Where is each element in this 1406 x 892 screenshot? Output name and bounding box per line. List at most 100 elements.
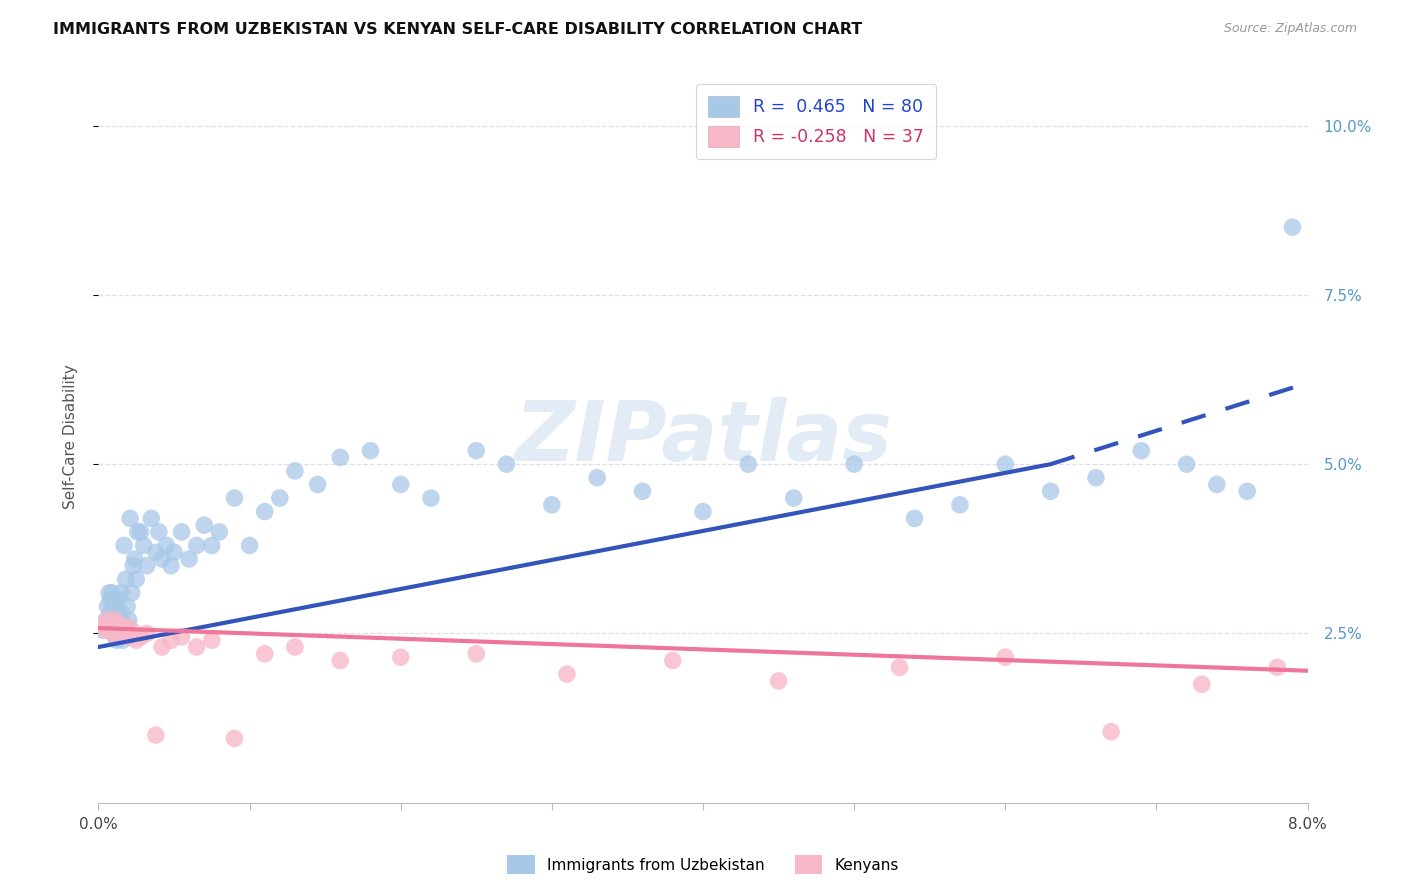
Point (148, 524, 170, 539)
Point (1099, 724, 1122, 739)
Point (586, 471, 609, 485)
Point (129, 630, 152, 644)
Point (104, 613, 127, 627)
Point (224, 491, 246, 505)
Point (737, 457, 759, 471)
Point (107, 592, 129, 607)
Point (98, 586, 121, 600)
Point (91, 623, 114, 637)
Point (122, 558, 145, 573)
Point (96, 599, 118, 614)
Point (1267, 660, 1289, 674)
Point (135, 626, 157, 640)
Point (844, 457, 866, 471)
Point (96, 613, 118, 627)
Point (170, 524, 193, 539)
Point (110, 586, 132, 600)
Point (1281, 220, 1303, 235)
Point (284, 464, 307, 478)
Point (108, 613, 131, 627)
Point (118, 630, 141, 644)
Point (1236, 484, 1258, 499)
Point (495, 457, 517, 471)
Point (101, 620, 124, 634)
Point (110, 620, 132, 634)
Point (239, 538, 262, 552)
Legend: R =  0.465   N = 80, R = -0.258   N = 37: R = 0.465 N = 80, R = -0.258 N = 37 (696, 84, 936, 159)
Point (124, 552, 146, 566)
Point (1085, 471, 1108, 485)
Point (120, 511, 142, 525)
Point (465, 647, 488, 661)
Point (1175, 457, 1198, 471)
Point (768, 673, 790, 688)
Point (100, 592, 122, 607)
Point (160, 558, 183, 573)
Point (208, 524, 231, 539)
Point (141, 511, 163, 525)
Point (1191, 677, 1213, 691)
Point (114, 620, 136, 634)
Point (100, 606, 122, 620)
Point (179, 552, 201, 566)
Text: Source: ZipAtlas.com: Source: ZipAtlas.com (1223, 22, 1357, 36)
Point (125, 572, 148, 586)
Point (103, 626, 125, 640)
Point (121, 623, 143, 637)
Point (201, 633, 224, 648)
Point (105, 633, 128, 648)
Point (91, 620, 114, 634)
Point (150, 640, 173, 654)
Point (253, 505, 276, 519)
Point (186, 640, 208, 654)
Point (111, 633, 134, 648)
Text: IMMIGRANTS FROM UZBEKISTAN VS KENYAN SELF-CARE DISABILITY CORRELATION CHART: IMMIGRANTS FROM UZBEKISTAN VS KENYAN SEL… (53, 22, 863, 37)
Point (661, 654, 683, 668)
Point (389, 650, 412, 665)
Point (160, 633, 183, 648)
Point (129, 524, 152, 539)
Point (465, 443, 488, 458)
Point (360, 443, 382, 458)
Point (114, 572, 136, 586)
Point (111, 626, 134, 640)
Point (1039, 484, 1062, 499)
Point (121, 586, 143, 600)
Point (114, 620, 136, 634)
Point (284, 640, 307, 654)
Point (127, 524, 149, 539)
Point (94, 613, 117, 627)
Point (155, 538, 177, 552)
Point (132, 538, 155, 552)
Point (105, 606, 128, 620)
Point (145, 728, 167, 742)
Point (98, 620, 121, 634)
Point (107, 620, 129, 634)
Point (329, 654, 352, 668)
Point (994, 650, 1017, 665)
Point (104, 626, 127, 640)
Point (163, 545, 186, 559)
Point (949, 498, 972, 512)
Point (100, 623, 122, 637)
Point (201, 538, 224, 552)
Point (889, 660, 911, 674)
Point (103, 620, 125, 634)
Point (115, 599, 138, 614)
Point (103, 626, 125, 640)
Point (111, 616, 134, 631)
Point (170, 630, 193, 644)
Point (105, 620, 128, 634)
Point (555, 667, 578, 681)
Point (692, 505, 714, 519)
Point (118, 613, 141, 627)
Point (125, 633, 148, 648)
Point (101, 586, 124, 600)
Legend: Immigrants from Uzbekistan, Kenyans: Immigrants from Uzbekistan, Kenyans (501, 849, 905, 880)
Point (110, 606, 132, 620)
Point (994, 457, 1017, 471)
Point (94, 623, 117, 637)
Point (224, 731, 246, 746)
Point (108, 626, 131, 640)
Y-axis label: Self-Care Disability: Self-Care Disability (63, 365, 77, 509)
